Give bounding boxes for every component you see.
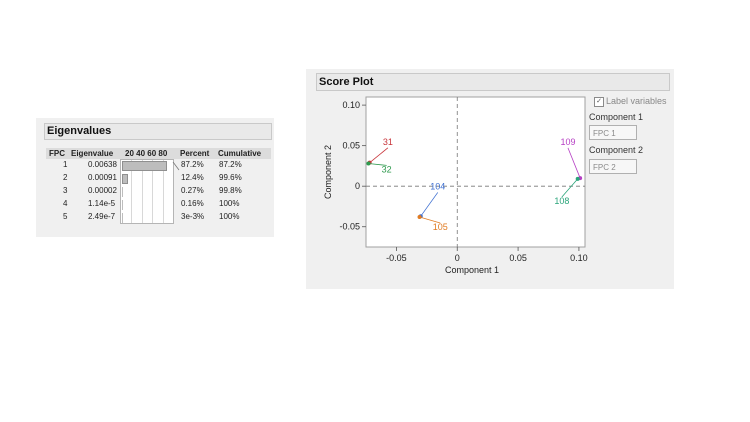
y-tick-label: 0.05 <box>342 141 360 151</box>
data-point <box>417 215 422 219</box>
cell-percent: 87.2% <box>181 160 204 169</box>
label-variables-label: Label variables <box>606 96 667 106</box>
cell-cumulative: 99.6% <box>219 173 242 182</box>
x-axis-label: Component 1 <box>445 265 499 275</box>
cell-eigenvalue: 1.14e-5 <box>88 199 116 208</box>
point-leader-line <box>369 147 389 163</box>
bar-gridline <box>142 160 143 223</box>
cell-cumulative: 100% <box>219 199 240 208</box>
component1-label: Component 1 <box>589 112 644 122</box>
plot-frame <box>365 96 586 248</box>
point-label: 105 <box>433 222 448 232</box>
component1-input[interactable]: FPC 1 <box>589 125 637 140</box>
header-fpc: FPC <box>49 149 65 158</box>
cell-percent: 0.16% <box>181 199 204 208</box>
y-axis-label: Component 2 <box>323 145 333 199</box>
cell-eigenvalue: 0.00091 <box>88 173 117 182</box>
point-label: 109 <box>560 137 575 147</box>
point-leader-line <box>419 216 441 224</box>
x-tick-label: 0 <box>455 253 460 263</box>
cell-eigenvalue: 2.49e-7 <box>88 212 116 221</box>
bar-gridline <box>152 160 153 223</box>
eigenvalues-panel: Eigenvalues FPC Eigenvalue 20 40 60 80 P… <box>36 118 274 237</box>
score-plot-title[interactable]: Score Plot <box>316 73 670 91</box>
point-label: 31 <box>383 137 393 147</box>
label-variables-checkbox[interactable]: ✓ <box>594 97 604 107</box>
percent-bar <box>122 174 128 184</box>
point-label: 108 <box>554 196 569 206</box>
header-cumulative: Cumulative <box>218 149 262 158</box>
cell-percent: 12.4% <box>181 173 204 182</box>
cell-eigenvalue: 0.00002 <box>88 186 117 195</box>
x-tick-label: -0.05 <box>386 253 407 263</box>
y-tick-label: 0 <box>355 181 360 191</box>
point-leader-line <box>368 163 387 166</box>
score-plot-chart: -0.05 0 0.05 0.10 -0.05 0 0.05 0.10 31 32 104 105 10… <box>323 96 588 275</box>
point-leader-line <box>567 147 581 179</box>
cell-percent: 0.27% <box>181 186 204 195</box>
component2-label: Component 2 <box>589 145 644 155</box>
component2-input[interactable]: FPC 2 <box>589 159 637 174</box>
point-leader-line <box>420 192 439 217</box>
bar-gridline <box>163 160 164 223</box>
cell-cumulative: 100% <box>219 212 240 221</box>
data-point <box>366 161 371 166</box>
y-tick-label: 0.10 <box>342 100 360 110</box>
header-bar-scale: 20 40 60 80 <box>125 149 168 158</box>
cell-fpc: 5 <box>63 212 68 221</box>
point-label: 32 <box>382 164 392 174</box>
cell-fpc: 3 <box>63 186 68 195</box>
cell-percent: 3e-3% <box>181 212 205 221</box>
bar-gridline <box>131 160 132 223</box>
cell-eigenvalue: 0.00638 <box>88 160 117 169</box>
percent-bar <box>122 161 167 171</box>
header-percent: Percent <box>180 149 210 158</box>
header-eigenvalue: Eigenvalue <box>71 149 114 158</box>
x-tick-label: 0.10 <box>570 253 588 263</box>
percent-bar <box>122 213 123 223</box>
x-tick-label: 0.05 <box>509 253 527 263</box>
point-leader-line <box>561 178 579 198</box>
point-label: 104 <box>430 181 445 191</box>
cell-fpc: 2 <box>63 173 68 182</box>
data-point <box>575 176 580 181</box>
eigenvalues-header-row: FPC Eigenvalue 20 40 60 80 Percent Cumul… <box>46 148 271 159</box>
cell-fpc: 1 <box>63 160 68 169</box>
bar-overflow-marker <box>172 161 180 171</box>
eigenvalues-title[interactable]: Eigenvalues <box>44 123 272 140</box>
cell-cumulative: 87.2% <box>219 160 242 169</box>
cell-fpc: 4 <box>63 199 68 208</box>
cell-cumulative: 99.8% <box>219 186 242 195</box>
percent-bar <box>122 200 123 210</box>
percent-bar-chart <box>120 159 174 224</box>
percent-bar <box>122 187 123 197</box>
score-plot-panel: Score Plot -0.05 0 0.05 0.10 -0.05 0 0.05 0.10 3… <box>306 69 674 289</box>
y-tick-label: -0.05 <box>339 222 360 232</box>
